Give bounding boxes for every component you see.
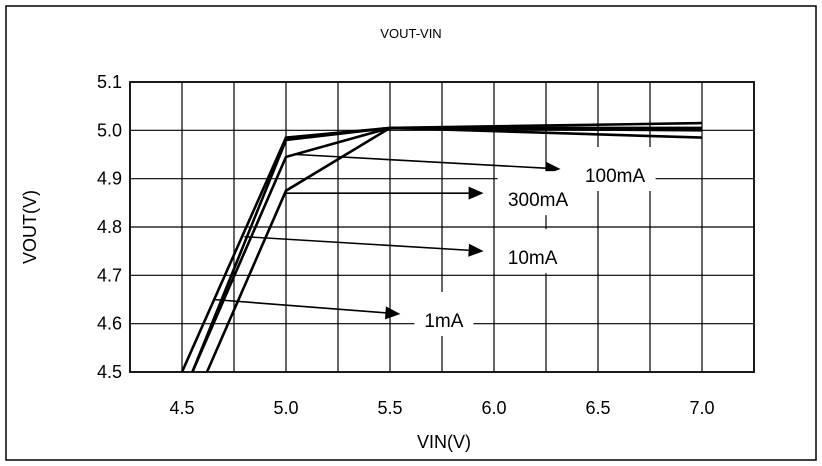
annotation-arrow-line <box>213 298 386 314</box>
y-tick-label: 4.8 <box>97 217 122 237</box>
chart-title: VOUT-VIN <box>380 26 441 41</box>
annotation-label-1mA: 1mA <box>424 311 463 332</box>
annotation-label-box <box>497 171 579 216</box>
y-tick-label: 4.7 <box>97 265 122 285</box>
annotation-arrow-line <box>244 235 469 252</box>
annotations: 100mA 300mA 10mA 1mA <box>213 147 656 336</box>
x-tick-label: 5.0 <box>273 398 298 418</box>
x-tick-label: 7.0 <box>689 398 714 418</box>
x-tick-label: 6.0 <box>481 398 506 418</box>
y-axis-ticks: 4.5 4.6 4.7 4.8 4.9 5.0 5.1 <box>97 72 122 382</box>
x-tick-label: 4.5 <box>169 398 194 418</box>
annotation-label-box <box>574 147 656 191</box>
plot-area-border <box>129 81 755 373</box>
y-axis-label: VOUT(V) <box>20 190 40 264</box>
x-axis-ticks: 4.5 5.0 5.5 6.0 6.5 7.0 <box>169 398 714 418</box>
x-tick-label: 6.5 <box>585 398 610 418</box>
y-tick-label: 4.5 <box>97 362 122 382</box>
annotation-arrowhead <box>468 243 484 257</box>
x-axis-label: VIN(V) <box>417 432 471 452</box>
chart-frame <box>5 5 817 461</box>
x-tick-label: 5.5 <box>377 398 402 418</box>
y-tick-label: 5.1 <box>97 72 122 92</box>
annotation-arrowhead <box>468 186 484 200</box>
y-tick-label: 5.0 <box>97 120 122 140</box>
series-line-100mA <box>191 126 703 373</box>
annotation-arrowhead <box>384 306 401 320</box>
y-tick-label: 4.6 <box>97 314 122 334</box>
series-line-300mA <box>205 126 702 373</box>
annotation-label-10mA: 10mA <box>508 248 558 269</box>
annotation-label-100mA: 100mA <box>585 166 646 187</box>
annotation-label-box <box>414 292 474 336</box>
annotation-label-box <box>497 229 568 274</box>
annotation-arrow-line <box>296 153 546 169</box>
annotation-label-300mA: 300mA <box>508 190 569 211</box>
y-tick-label: 4.9 <box>97 169 122 189</box>
series-lines <box>180 121 703 373</box>
